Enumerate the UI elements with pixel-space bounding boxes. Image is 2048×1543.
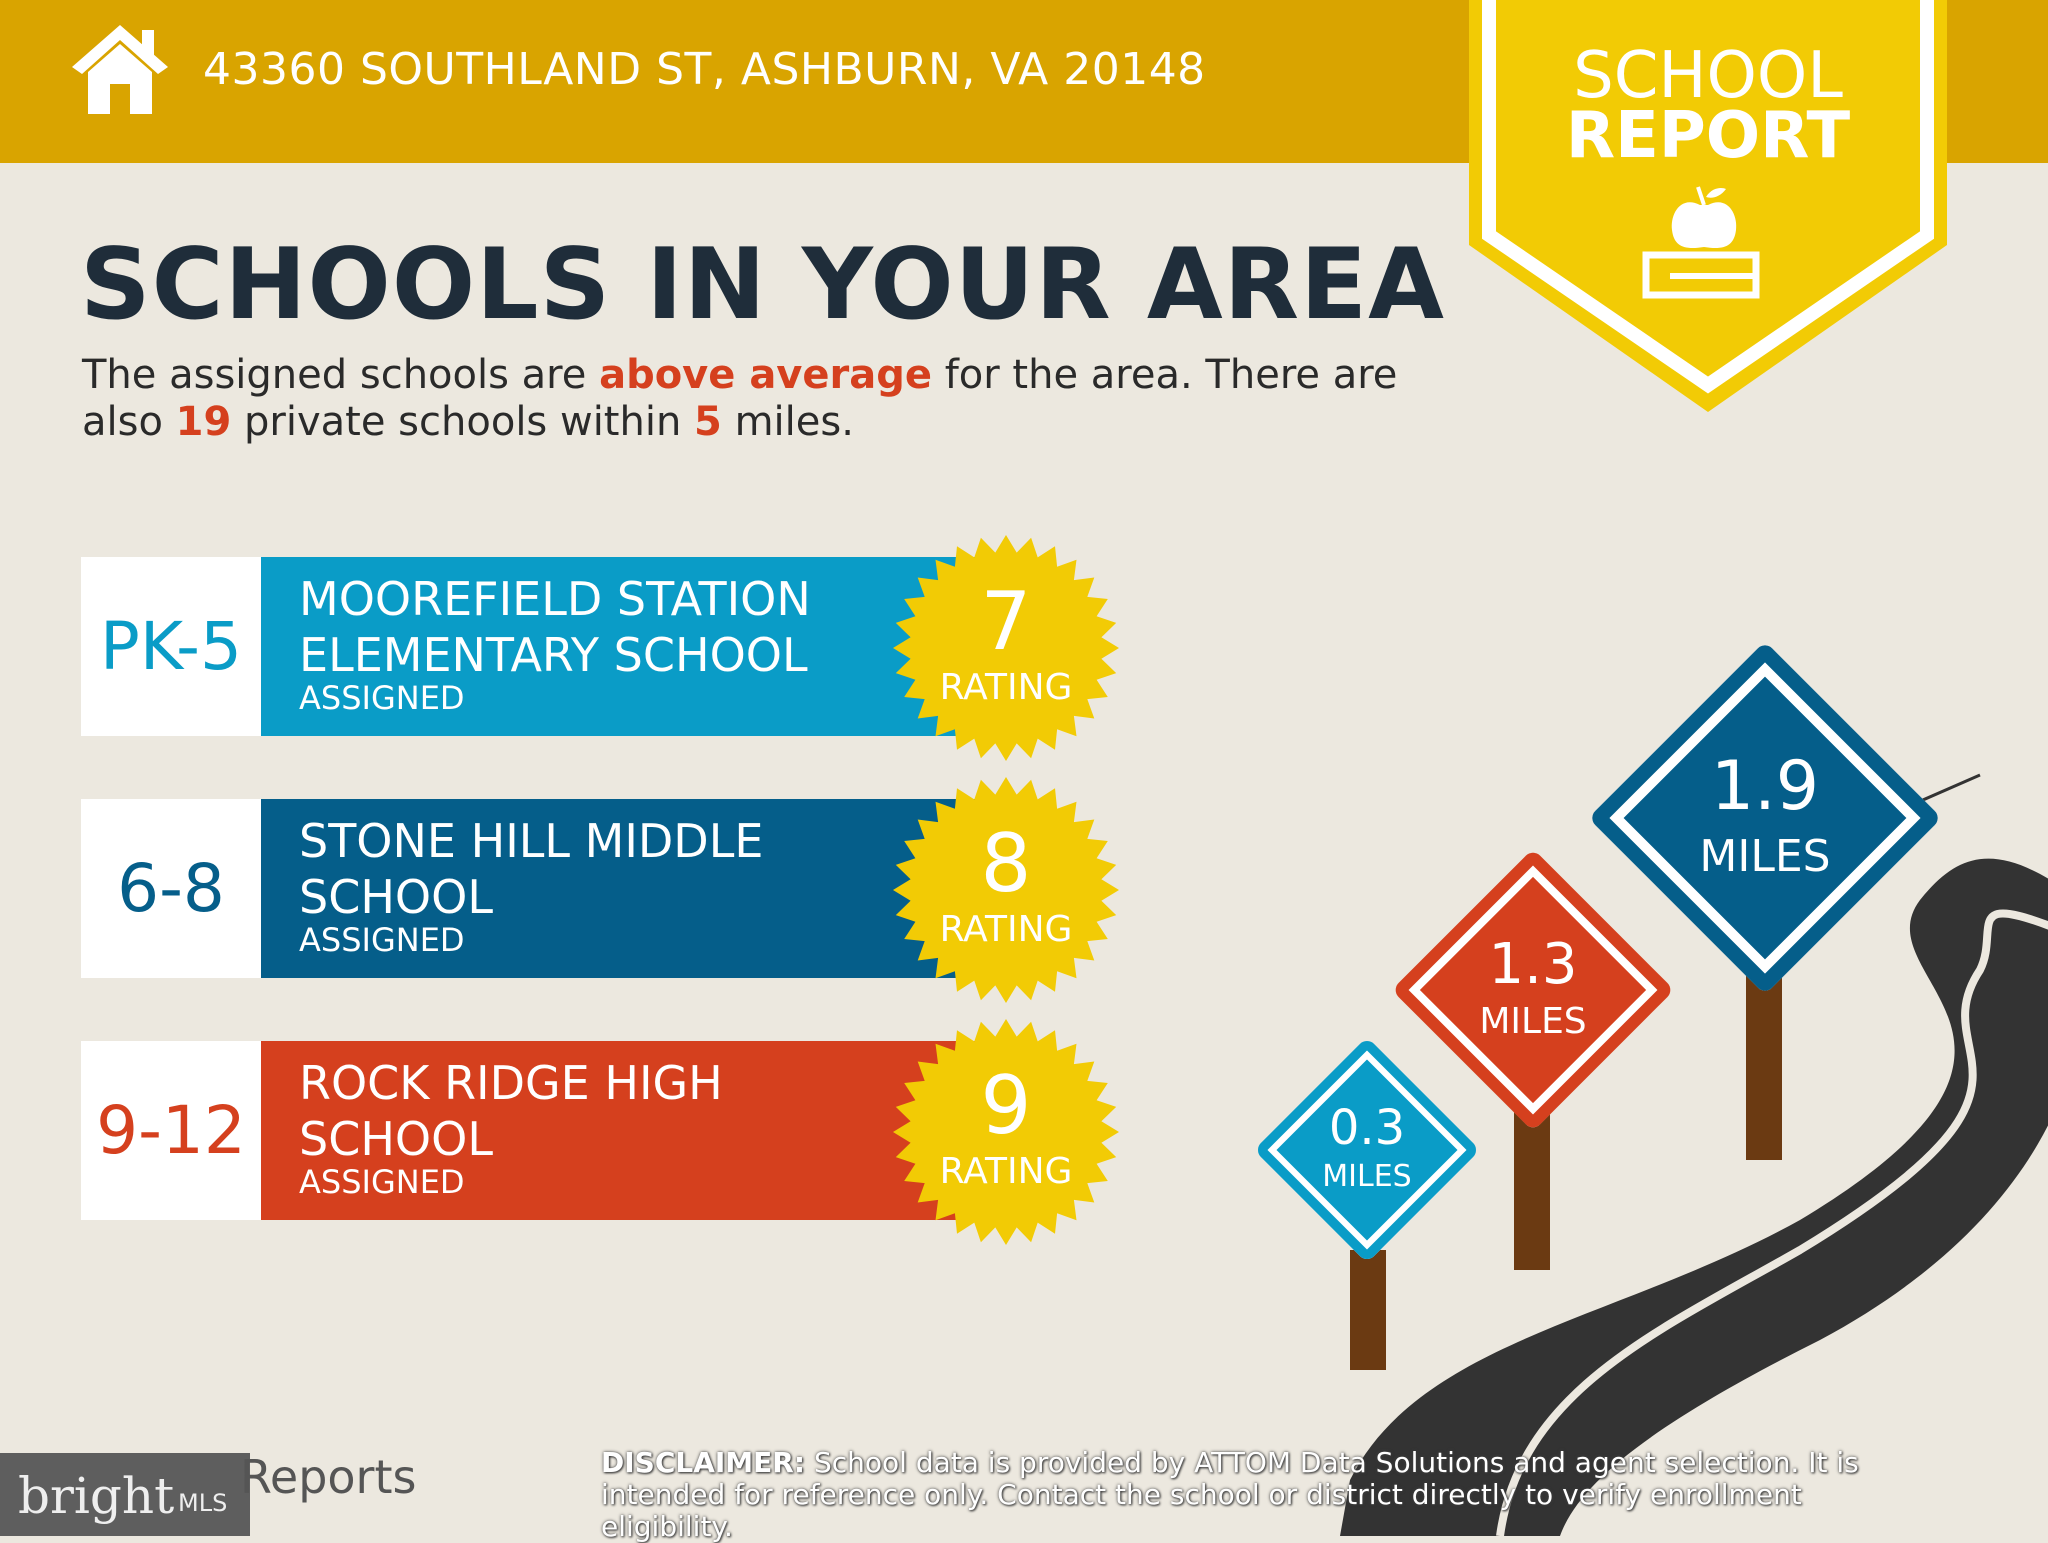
school-name: STONE HILL MIDDLE SCHOOL	[299, 814, 764, 924]
summary-part: The assigned schools are	[82, 352, 600, 398]
rating-label: RATING	[939, 1151, 1073, 1192]
sign-value: 1.9	[1710, 747, 1820, 827]
rating-starburst	[893, 535, 1119, 761]
summary-part: miles.	[721, 399, 854, 445]
rating-value: 7	[980, 575, 1032, 668]
summary-part: for the area. There are also	[82, 352, 1398, 445]
grade-range: 9-12	[81, 1041, 261, 1220]
page-title: SCHOOLS IN YOUR AREA	[80, 228, 1445, 342]
school-status: ASSIGNED	[299, 679, 465, 717]
grade-range: PK-5	[81, 557, 261, 736]
radius-miles: 5	[694, 399, 722, 445]
school-name: MOOREFIELD STATION ELEMENTARY SCHOOL	[299, 572, 811, 682]
school-row: 9-12 ROCK RIDGE HIGH SCHOOL ASSIGNED 9 R…	[81, 1019, 1121, 1245]
badge-line1: SCHOOL	[1573, 39, 1843, 113]
summary-text: The assigned schools are above average f…	[82, 352, 1462, 446]
grade-range: 6-8	[81, 799, 261, 978]
private-school-count: 19	[175, 399, 232, 445]
school-status: ASSIGNED	[299, 1163, 465, 1201]
school-name: ROCK RIDGE HIGH SCHOOL	[299, 1056, 723, 1166]
sign-unit: MILES	[1699, 831, 1831, 882]
bright-mls-logo: bright MLS	[0, 1453, 250, 1536]
logo-mls: MLS	[178, 1489, 228, 1517]
sign-unit: MILES	[1479, 1001, 1587, 1042]
house-icon	[72, 25, 168, 114]
sign-value: 0.3	[1328, 1100, 1406, 1157]
disclaimer-label: DISCLAIMER:	[601, 1446, 806, 1479]
school-bar: MOOREFIELD STATION ELEMENTARY SCHOOL ASS…	[261, 557, 981, 736]
rating-value: 9	[980, 1059, 1032, 1152]
badge-line2: REPORT	[1565, 99, 1851, 173]
disclaimer: DISCLAIMER: School data is provided by A…	[601, 1447, 1941, 1543]
apple-on-book-icon	[1642, 186, 1760, 299]
disclaimer-text: School data is provided by ATTOM Data So…	[601, 1446, 1859, 1543]
sign-value: 1.3	[1488, 931, 1578, 997]
road-illustration	[1340, 773, 2048, 1536]
school-bar: STONE HILL MIDDLE SCHOOL ASSIGNED	[261, 799, 981, 978]
summary-part: private schools within	[231, 399, 695, 445]
rating-label: RATING	[939, 909, 1073, 950]
rating-starburst	[893, 1019, 1119, 1245]
logo-text: bright	[18, 1467, 175, 1525]
property-address: 43360 SOUTHLAND ST, ASHBURN, VA 20148	[203, 44, 1206, 95]
summary-highlight: above average	[599, 352, 932, 398]
school-row: 6-8 STONE HILL MIDDLE SCHOOL ASSIGNED 8 …	[81, 777, 1121, 1003]
sign-unit: MILES	[1322, 1159, 1412, 1194]
sign-post	[1746, 970, 1782, 1160]
sign-post	[1514, 1110, 1550, 1270]
school-status: ASSIGNED	[299, 921, 465, 959]
rating-starburst	[893, 777, 1119, 1003]
rating-value: 8	[980, 817, 1032, 910]
rating-label: RATING	[939, 667, 1073, 708]
reports-brand: Reports	[240, 1450, 417, 1504]
sign-post	[1350, 1250, 1386, 1370]
school-row: PK-5 MOOREFIELD STATION ELEMENTARY SCHOO…	[81, 535, 1121, 761]
school-bar: ROCK RIDGE HIGH SCHOOL ASSIGNED	[261, 1041, 981, 1220]
